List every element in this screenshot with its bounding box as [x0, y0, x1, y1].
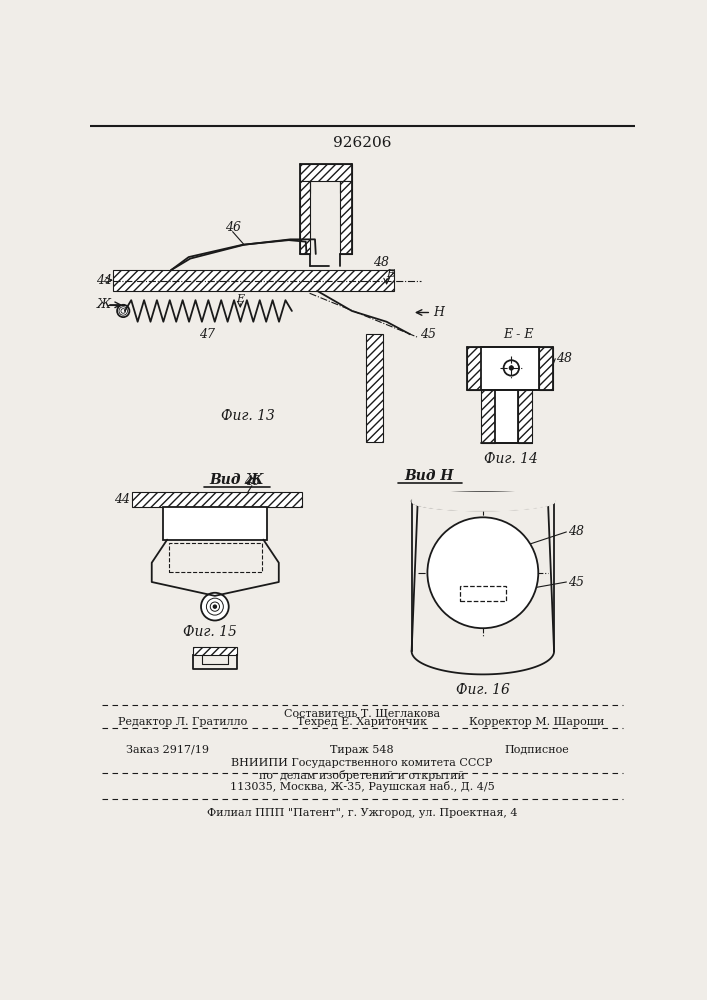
Text: 45: 45: [568, 576, 584, 588]
Text: 48: 48: [373, 256, 389, 269]
Text: 926206: 926206: [333, 136, 391, 150]
Bar: [163, 507, 267, 540]
Text: Подписное: Подписное: [504, 745, 569, 755]
Circle shape: [117, 305, 129, 317]
Text: Корректор М. Шароши: Корректор М. Шароши: [469, 717, 604, 727]
Text: 48: 48: [556, 352, 572, 365]
Text: ВНИИПИ Государственного комитета СССР: ВНИИПИ Государственного комитета СССР: [231, 758, 493, 768]
Bar: [481, 389, 495, 443]
Bar: [192, 647, 238, 655]
Text: E: E: [236, 294, 245, 304]
Bar: [457, 544, 509, 560]
Text: Фиг. 15: Фиг. 15: [182, 625, 236, 639]
Text: 46: 46: [244, 475, 260, 488]
Bar: [113, 270, 395, 291]
Bar: [539, 347, 553, 389]
Text: Фиг. 14: Фиг. 14: [484, 452, 538, 466]
Circle shape: [428, 517, 538, 628]
Circle shape: [510, 366, 513, 370]
Circle shape: [201, 593, 229, 620]
Text: Вид Ж: Вид Ж: [209, 473, 264, 487]
Text: Ж: Ж: [97, 298, 111, 311]
Text: Техред Е. Харитончик: Техред Е. Харитончик: [297, 717, 427, 727]
Text: E: E: [387, 269, 395, 279]
Text: 113035, Москва, Ж-35, Раушская наб., Д. 4/5: 113035, Москва, Ж-35, Раушская наб., Д. …: [230, 781, 494, 792]
Text: 47: 47: [199, 328, 215, 341]
Circle shape: [503, 360, 519, 376]
Bar: [300, 181, 310, 254]
Text: Фиг. 13: Фиг. 13: [221, 409, 275, 423]
Text: 48: 48: [568, 525, 584, 538]
Text: Филиал ППП "Патент", г. Ужгород, ул. Проектная, 4: Филиал ППП "Патент", г. Ужгород, ул. Про…: [206, 808, 518, 818]
Bar: [495, 389, 518, 443]
Text: 44: 44: [115, 493, 130, 506]
Text: Редактор Л. Гратилло: Редактор Л. Гратилло: [118, 717, 247, 727]
Bar: [467, 347, 481, 389]
Text: 44: 44: [95, 274, 112, 287]
Text: Фиг. 16: Фиг. 16: [456, 683, 510, 697]
Text: Н: Н: [433, 306, 444, 319]
Text: Составитель Т. Щеглакова: Составитель Т. Щеглакова: [284, 709, 440, 719]
Bar: [481, 347, 539, 389]
Bar: [300, 164, 352, 181]
Bar: [366, 334, 382, 442]
Text: E - E: E - E: [503, 328, 534, 341]
Text: по  делам изобретений и открытий: по делам изобретений и открытий: [259, 770, 465, 781]
Bar: [460, 586, 506, 601]
Text: 45: 45: [420, 328, 436, 341]
Text: Вид Н: Вид Н: [404, 469, 454, 483]
Bar: [518, 389, 532, 443]
Bar: [169, 543, 262, 572]
Text: Заказ 2917/19: Заказ 2917/19: [126, 745, 209, 755]
Text: Тираж 548: Тираж 548: [330, 745, 394, 755]
Text: 46: 46: [225, 221, 240, 234]
Circle shape: [214, 605, 216, 608]
Bar: [132, 492, 302, 507]
Bar: [339, 181, 352, 254]
